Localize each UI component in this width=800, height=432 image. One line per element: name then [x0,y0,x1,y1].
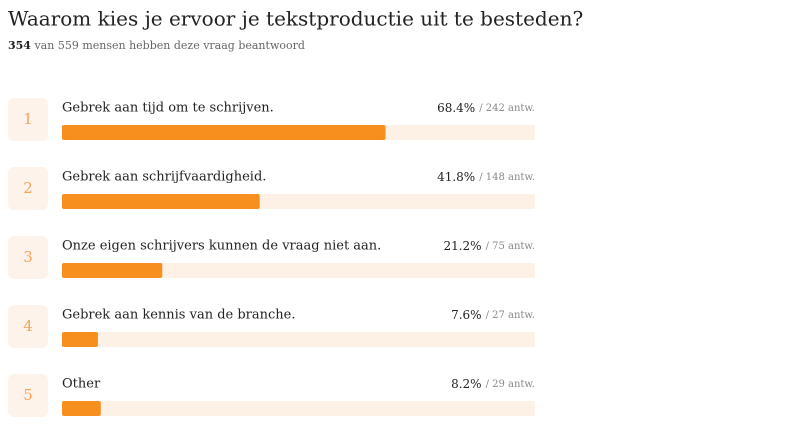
chart-subtitle: 354 van 559 mensen hebben deze vraag bea… [8,39,305,52]
value-label-group: 8.2% / 29 antw. [451,377,535,391]
answer-label: / 242 antw. [479,103,535,114]
bar [62,125,386,140]
value-label-group: 41.8% / 148 antw. [437,170,535,184]
value-label-group: 21.2% / 75 antw. [443,239,535,253]
rank-number: 2 [23,179,33,197]
category-label: Gebrek aan kennis van de branche. [62,308,296,323]
value-label: 8.2% [451,377,482,391]
bar [62,332,98,347]
rank-box [8,236,48,279]
bar [62,263,163,278]
rank-box [8,98,48,141]
answer-label: / 75 antw. [486,241,535,252]
rank-box [8,305,48,348]
answer-label: / 27 antw. [486,310,535,321]
value-label-group: 68.4% / 242 antw. [437,101,535,115]
rank-box [8,167,48,210]
rank-number: 4 [23,317,33,335]
value-label: 21.2% [443,239,481,253]
category-label: Other [62,377,101,392]
category-label: Gebrek aan tijd om te schrijven. [62,101,274,116]
rank-box [8,374,48,417]
bar-track [62,263,535,278]
value-label: 41.8% [437,170,475,184]
rank-number: 1 [23,110,33,128]
value-label: 7.6% [451,308,482,322]
bar [62,194,260,209]
category-label: Gebrek aan schrijfvaardigheid. [62,170,266,185]
subtitle-text: van 559 mensen hebben deze vraag beantwo… [33,39,304,52]
value-label: 68.4% [437,101,475,115]
bar-track [62,332,535,347]
value-label-group: 7.6% / 27 antw. [451,308,535,322]
answered-count: 354 [8,39,31,52]
chart-title: Waarom kies je ervoor je tekstproductie … [8,7,583,31]
rank-number: 3 [23,248,33,266]
answer-label: / 148 antw. [479,172,535,183]
bar [62,401,101,416]
bar-track [62,401,535,416]
answer-label: / 29 antw. [486,379,535,390]
rank-number: 5 [23,386,33,404]
category-label: Onze eigen schrijvers kunnen de vraag ni… [62,239,381,254]
